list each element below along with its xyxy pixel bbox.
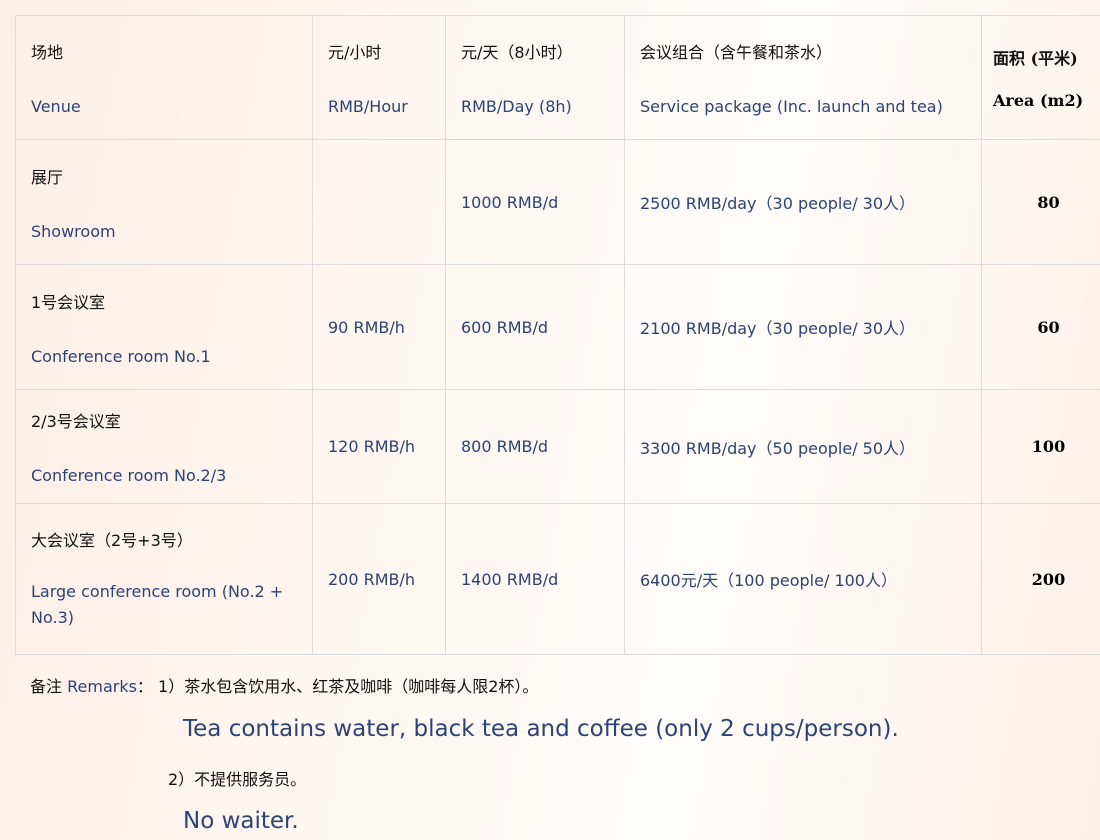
area-cell: 60 [981, 264, 1100, 390]
area-cell: 200 [981, 503, 1100, 655]
venue-cell: 展厅 Showroom [15, 139, 313, 265]
day-cell: 600 RMB/d [445, 264, 625, 390]
header-area: 面积 (平米) Area (m2) [981, 15, 1100, 140]
package-cell: 2100 RMB/day（30 people/ 30人） [624, 264, 982, 390]
hour-cell: 90 RMB/h [312, 264, 446, 390]
remarks-line-1: 备注 Remarks： 1）茶水包含饮用水、红茶及咖啡（咖啡每人限2杯）。 [30, 677, 539, 696]
header-package: 会议组合（含午餐和茶水） Service package (Inc. launch… [624, 15, 982, 140]
venue-cell: 1号会议室 Conference room No.1 [15, 264, 313, 390]
header-venue: 场地 Venue [15, 15, 313, 140]
remark-2-english: No waiter. [183, 808, 299, 834]
area-cell: 80 [981, 139, 1100, 265]
table-row: 1号会议室 Conference room No.1 90 RMB/h 600 R… [15, 264, 1100, 390]
table-header-row: 场地 Venue 元/小时 RMB/Hour 元/天（8小时） RMB/Day (8h… [15, 15, 1100, 140]
venue-pricing-table: 场地 Venue 元/小时 RMB/Hour 元/天（8小时） RMB/Day (8h… [15, 15, 1100, 655]
day-cell: 1400 RMB/d [445, 503, 625, 655]
table-row: 大会议室（2号+3号） Large conference room (No.2 +… [15, 503, 1100, 655]
remark-2-chinese: 2）不提供服务员。 [168, 770, 307, 789]
header-hour: 元/小时 RMB/Hour [312, 15, 446, 140]
venue-cell: 大会议室（2号+3号） Large conference room (No.2 +… [15, 503, 313, 655]
package-cell: 2500 RMB/day（30 people/ 30人） [624, 139, 982, 265]
table-row: 展厅 Showroom 1000 RMB/d 2500 RMB/day（30 pe… [15, 139, 1100, 265]
venue-cell: 2/3号会议室 Conference room No.2/3 [15, 389, 313, 504]
remark-1-english: Tea contains water, black tea and coffee… [183, 716, 899, 742]
table-row: 2/3号会议室 Conference room No.2/3 120 RMB/h … [15, 389, 1100, 504]
area-cell: 100 [981, 389, 1100, 504]
hour-cell [312, 139, 446, 265]
header-day: 元/天（8小时） RMB/Day (8h) [445, 15, 625, 140]
package-cell: 3300 RMB/day（50 people/ 50人） [624, 389, 982, 504]
hour-cell: 120 RMB/h [312, 389, 446, 504]
day-cell: 800 RMB/d [445, 389, 625, 504]
package-cell: 6400元/天（100 people/ 100人） [624, 503, 982, 655]
hour-cell: 200 RMB/h [312, 503, 446, 655]
day-cell: 1000 RMB/d [445, 139, 625, 265]
